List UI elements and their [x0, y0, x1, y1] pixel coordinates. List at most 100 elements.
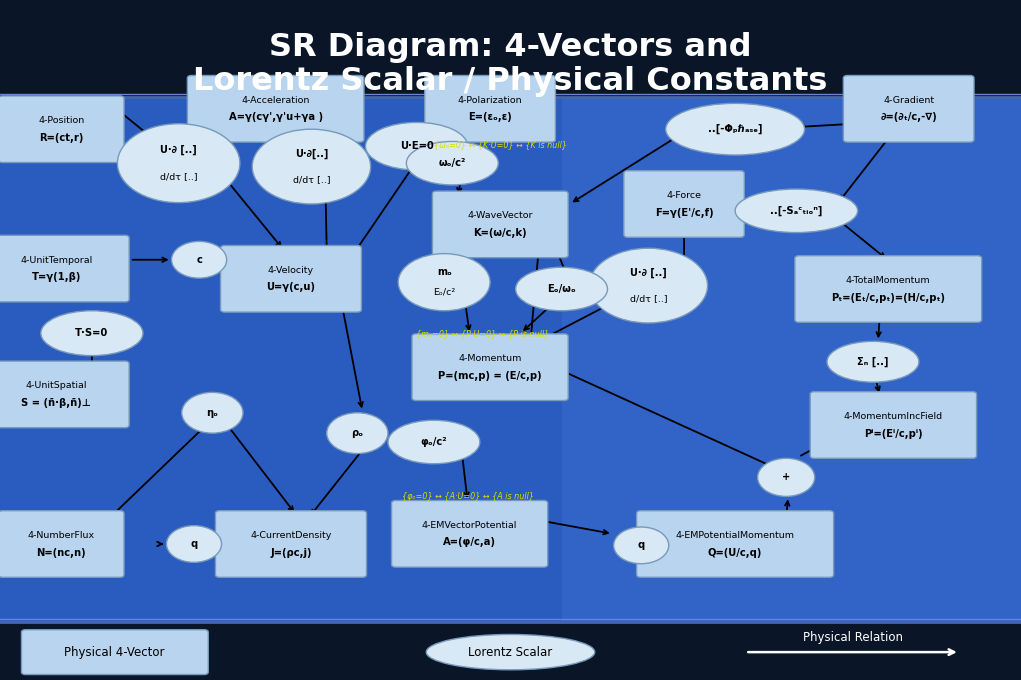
- Text: P=(mc,p) = (E/c,p): P=(mc,p) = (E/c,p): [438, 371, 542, 381]
- Text: ωₒ/c²: ωₒ/c²: [439, 158, 466, 168]
- Text: T·S=0: T·S=0: [76, 328, 108, 338]
- Text: F=γ(E'/c,f): F=γ(E'/c,f): [654, 207, 714, 218]
- Ellipse shape: [398, 254, 490, 311]
- Text: A=γ(cγ',γ'u+γa ): A=γ(cγ',γ'u+γa ): [229, 112, 323, 122]
- Text: 4-WaveVector: 4-WaveVector: [468, 211, 533, 220]
- Ellipse shape: [182, 392, 243, 433]
- Text: S = (ñ·β,ñ)⊥: S = (ñ·β,ñ)⊥: [21, 398, 91, 408]
- Text: 4-EMPotentialMomentum: 4-EMPotentialMomentum: [676, 531, 794, 540]
- Text: Pⁱ=(Eⁱ/c,pⁱ): Pⁱ=(Eⁱ/c,pⁱ): [864, 428, 923, 439]
- Ellipse shape: [589, 248, 708, 323]
- FancyBboxPatch shape: [843, 75, 974, 142]
- Text: 4-Position: 4-Position: [38, 116, 85, 125]
- Text: 4-NumberFlux: 4-NumberFlux: [28, 531, 95, 540]
- Text: U·∂ [..]: U·∂ [..]: [160, 144, 197, 154]
- Text: c: c: [196, 255, 202, 265]
- Text: {ωₒ=0} ↔ {K·U=0} ↔ {K is null}: {ωₒ=0} ↔ {K·U=0} ↔ {K is null}: [434, 139, 567, 149]
- Text: K=(ω/c,k): K=(ω/c,k): [474, 228, 527, 238]
- Text: Q=(U/c,q): Q=(U/c,q): [708, 547, 763, 558]
- Text: {mₒ=0} ↔ {P·U=0} ↔ {P is null}: {mₒ=0} ↔ {P·U=0} ↔ {P is null}: [417, 328, 549, 338]
- Ellipse shape: [406, 141, 498, 185]
- FancyBboxPatch shape: [637, 511, 833, 577]
- Text: Eₒ/ωₒ: Eₒ/ωₒ: [547, 284, 576, 294]
- Text: φₒ/c²: φₒ/c²: [421, 437, 447, 447]
- Text: ρₒ: ρₒ: [351, 428, 363, 438]
- FancyBboxPatch shape: [0, 96, 124, 163]
- Text: T=γ(1,β): T=γ(1,β): [32, 272, 81, 282]
- Text: Lorentz Scalar: Lorentz Scalar: [469, 645, 552, 659]
- Ellipse shape: [827, 341, 919, 382]
- FancyBboxPatch shape: [0, 235, 129, 302]
- FancyBboxPatch shape: [221, 245, 361, 312]
- Text: U·E=0: U·E=0: [399, 141, 434, 151]
- FancyBboxPatch shape: [0, 0, 1021, 97]
- FancyBboxPatch shape: [188, 75, 364, 142]
- Ellipse shape: [516, 267, 607, 311]
- FancyBboxPatch shape: [0, 97, 1021, 622]
- Text: ∂=(∂ₜ/c,-∇): ∂=(∂ₜ/c,-∇): [880, 112, 937, 122]
- Text: Physical 4-Vector: Physical 4-Vector: [64, 645, 164, 659]
- Text: 4-Polarization: 4-Polarization: [457, 96, 523, 105]
- FancyBboxPatch shape: [432, 191, 568, 258]
- Ellipse shape: [327, 413, 388, 454]
- Text: 4-TotalMomentum: 4-TotalMomentum: [846, 276, 930, 285]
- Ellipse shape: [166, 526, 222, 562]
- Text: U·∂ [..]: U·∂ [..]: [630, 267, 667, 277]
- Ellipse shape: [735, 189, 858, 233]
- Ellipse shape: [366, 122, 468, 170]
- Ellipse shape: [758, 458, 815, 496]
- Ellipse shape: [666, 103, 805, 155]
- Text: ηₒ: ηₒ: [206, 408, 218, 418]
- Ellipse shape: [41, 311, 143, 356]
- Text: U=γ(c,u): U=γ(c,u): [266, 282, 315, 292]
- FancyBboxPatch shape: [391, 500, 547, 567]
- FancyBboxPatch shape: [425, 75, 555, 142]
- FancyBboxPatch shape: [794, 256, 981, 322]
- Text: d/dτ [..]: d/dτ [..]: [160, 173, 197, 182]
- Text: 4-Momentum: 4-Momentum: [458, 354, 522, 363]
- FancyBboxPatch shape: [811, 392, 976, 458]
- Ellipse shape: [427, 634, 594, 670]
- FancyBboxPatch shape: [0, 361, 129, 428]
- Text: 4-Acceleration: 4-Acceleration: [242, 96, 309, 105]
- Text: 4-CurrentDensity: 4-CurrentDensity: [250, 531, 332, 540]
- Text: ..[-Φₚℏₐₛₑ]: ..[-Φₚℏₐₛₑ]: [708, 124, 763, 135]
- Ellipse shape: [117, 124, 240, 203]
- Text: mₒ: mₒ: [437, 267, 451, 277]
- Ellipse shape: [614, 527, 669, 564]
- Text: J=(ρc,j): J=(ρc,j): [271, 547, 311, 558]
- Text: Pₜ=(Eₜ/c,pₜ)=(H/c,pₜ): Pₜ=(Eₜ/c,pₜ)=(H/c,pₜ): [831, 292, 945, 303]
- Text: A=(φ/c,a): A=(φ/c,a): [443, 537, 496, 547]
- Text: {φₒ=0} ↔ {A·U=0} ↔ {A is null}: {φₒ=0} ↔ {A·U=0} ↔ {A is null}: [401, 492, 534, 501]
- Text: E=(εₒ,ε): E=(εₒ,ε): [469, 112, 512, 122]
- Text: 4-Force: 4-Force: [667, 191, 701, 200]
- Text: d/dτ [..]: d/dτ [..]: [293, 175, 330, 184]
- Text: 4-MomentumIncField: 4-MomentumIncField: [843, 412, 943, 421]
- Text: 4-UnitSpatial: 4-UnitSpatial: [26, 381, 87, 390]
- Text: U·∂[..]: U·∂[..]: [295, 148, 328, 158]
- Text: 4-Gradient: 4-Gradient: [883, 96, 934, 105]
- Text: Physical Relation: Physical Relation: [803, 630, 903, 644]
- FancyBboxPatch shape: [624, 171, 744, 237]
- Text: 4-EMVectorPotential: 4-EMVectorPotential: [422, 521, 518, 530]
- FancyBboxPatch shape: [0, 511, 124, 577]
- Text: q: q: [190, 539, 198, 549]
- FancyBboxPatch shape: [215, 511, 367, 577]
- Text: Lorentz Scalar / Physical Constants: Lorentz Scalar / Physical Constants: [193, 66, 828, 97]
- Text: Σₙ [..]: Σₙ [..]: [858, 356, 888, 367]
- Ellipse shape: [172, 241, 227, 278]
- FancyBboxPatch shape: [562, 97, 1021, 622]
- Text: +: +: [782, 473, 790, 482]
- FancyBboxPatch shape: [411, 334, 568, 401]
- Ellipse shape: [388, 420, 480, 464]
- Text: R=(ct,r): R=(ct,r): [39, 133, 84, 143]
- Ellipse shape: [252, 129, 371, 204]
- Text: Eₒ/c²: Eₒ/c²: [433, 288, 455, 296]
- Text: N=(nc,n): N=(nc,n): [37, 547, 86, 558]
- Text: ..[-Sₐᶜₜᵢₒⁿ]: ..[-Sₐᶜₜᵢₒⁿ]: [770, 205, 823, 216]
- Text: 4-Velocity: 4-Velocity: [268, 266, 314, 275]
- Text: SR Diagram: 4-Vectors and: SR Diagram: 4-Vectors and: [270, 32, 751, 63]
- FancyBboxPatch shape: [21, 630, 208, 675]
- FancyBboxPatch shape: [0, 622, 1021, 680]
- Text: d/dτ [..]: d/dτ [..]: [630, 294, 667, 303]
